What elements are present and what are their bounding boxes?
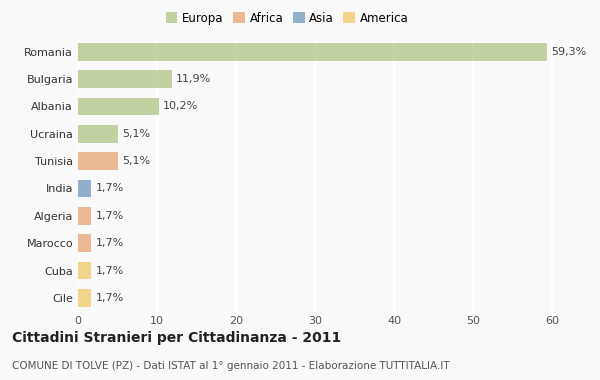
Bar (78, 70, 172, 88)
Text: 1,7%: 1,7% (95, 211, 124, 221)
Text: 1,7%: 1,7% (95, 238, 124, 248)
Text: Cittadini Stranieri per Cittadinanza - 2011: Cittadini Stranieri per Cittadinanza - 2… (12, 331, 341, 345)
Text: COMUNE DI TOLVE (PZ) - Dati ISTAT al 1° gennaio 2011 - Elaborazione TUTTITALIA.I: COMUNE DI TOLVE (PZ) - Dati ISTAT al 1° … (12, 361, 449, 371)
Text: 1,7%: 1,7% (95, 266, 124, 276)
Text: 5,1%: 5,1% (122, 156, 151, 166)
Bar (78, 180, 91, 197)
Bar (78, 98, 158, 115)
Text: 5,1%: 5,1% (122, 129, 151, 139)
Bar (78, 234, 91, 252)
Bar (78, 43, 547, 60)
Text: 59,3%: 59,3% (551, 47, 586, 57)
Bar (78, 262, 91, 279)
Text: 1,7%: 1,7% (95, 293, 124, 303)
Bar (78, 125, 118, 142)
Text: 11,9%: 11,9% (176, 74, 211, 84)
Bar (78, 152, 118, 170)
Bar (78, 289, 91, 307)
Text: 1,7%: 1,7% (95, 184, 124, 193)
Legend: Europa, Africa, Asia, America: Europa, Africa, Asia, America (161, 7, 413, 29)
Bar (78, 207, 91, 225)
Text: 10,2%: 10,2% (163, 101, 198, 111)
